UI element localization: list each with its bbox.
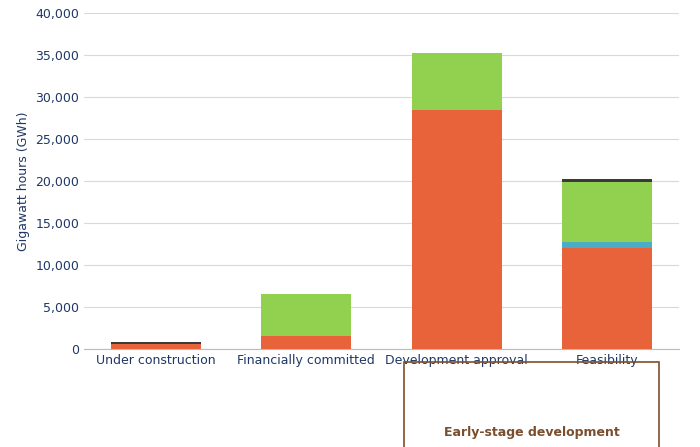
Text: Early-stage development: Early-stage development [444,426,620,439]
Bar [261,336,351,349]
Bar [261,294,351,336]
Bar [562,178,652,182]
Bar [562,182,652,242]
Bar [111,344,201,349]
Bar [562,242,652,248]
Bar [412,110,502,349]
Y-axis label: Gigawatt hours (GWh): Gigawatt hours (GWh) [17,111,29,251]
Bar [412,53,502,110]
Bar [562,248,652,349]
Bar [111,342,201,344]
